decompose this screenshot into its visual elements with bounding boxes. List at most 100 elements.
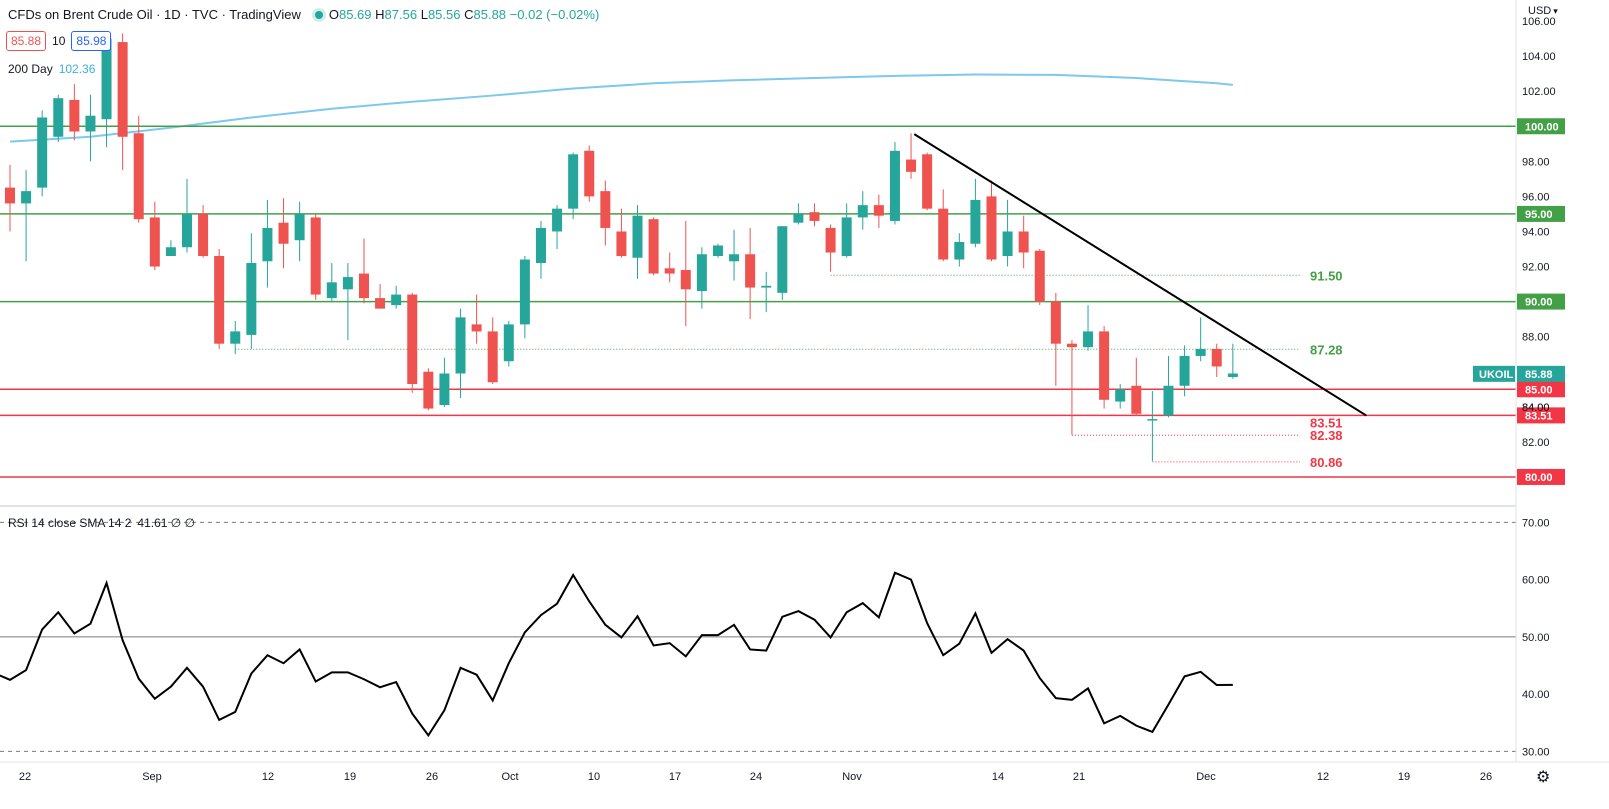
candle-8 <box>133 115 144 223</box>
candle-body <box>954 241 965 260</box>
ma-label: 200 Day <box>8 62 53 76</box>
candle-body <box>165 247 176 257</box>
candle-60 <box>970 178 981 248</box>
rsi-legend[interactable]: RSI 14 close SMA 14 2 41.61 ∅ ∅ <box>8 516 195 530</box>
time-tick-label: 14 <box>992 771 1004 783</box>
candle-body <box>664 268 675 274</box>
symbol-tag: UKOIL <box>1479 369 1514 381</box>
candle-61 <box>986 180 997 262</box>
candle-73 <box>1179 345 1190 397</box>
candle-32 <box>519 256 530 339</box>
level-badge-80.00-bg <box>1517 468 1565 485</box>
time-tick-label: 21 <box>1073 771 1085 783</box>
candle-body <box>761 285 772 288</box>
candle-69 <box>1115 384 1126 409</box>
candle-48 <box>777 226 788 300</box>
candle-body <box>85 115 96 132</box>
candle-body <box>439 373 450 406</box>
time-tick-label: Nov <box>842 771 862 783</box>
candle-50 <box>809 203 820 227</box>
candle-body <box>648 219 659 274</box>
price-tick-label: 102.00 <box>1522 86 1556 98</box>
candle-body <box>745 254 756 288</box>
time-tick-label: 24 <box>750 771 762 783</box>
candle-body <box>1195 348 1206 356</box>
level-badge-100.00-bg <box>1517 118 1565 135</box>
ma-legend[interactable]: 200 Day 102.36 <box>8 62 95 76</box>
candle-body <box>986 196 997 260</box>
candle-36 <box>584 145 595 202</box>
candle-body <box>230 331 241 344</box>
rsi-tick-label: 40.00 <box>1522 689 1550 701</box>
ma-200-line <box>9 73 1233 143</box>
candle-17 <box>278 198 289 269</box>
rsi-line <box>0 571 1233 738</box>
price-axis[interactable]: 106.00 104.00 102.00 100.00 98.00 96.00 94.00 9… <box>0 0 1609 763</box>
candle-body <box>375 298 386 309</box>
candle-49 <box>793 203 804 225</box>
level-text-80.86: 80.86 <box>1310 455 1343 470</box>
candle-body <box>1066 343 1077 348</box>
level-badge-90.00-bg <box>1517 293 1565 310</box>
price-tick-label: 94.00 <box>1522 226 1550 238</box>
time-tick-label: 12 <box>1317 771 1329 783</box>
candle-body <box>1147 419 1158 421</box>
candle-body <box>696 254 707 292</box>
candle-body <box>117 42 128 137</box>
rsi-pane[interactable] <box>0 521 1516 752</box>
sell-price-box[interactable]: 85.88 <box>6 31 47 51</box>
candle-16 <box>262 199 273 288</box>
time-tick-label: 17 <box>669 771 681 783</box>
buy-price-box[interactable]: 85.98 <box>71 31 112 51</box>
candle-51 <box>825 224 836 272</box>
candle-body <box>487 331 498 383</box>
candle-body <box>552 208 563 232</box>
level-text-87.28: 87.28 <box>1310 342 1343 357</box>
candle-body <box>712 245 723 257</box>
candle-71 <box>1147 391 1158 462</box>
gear-icon[interactable]: ⚙ <box>1536 769 1551 786</box>
candle-68 <box>1099 326 1110 409</box>
candle-1 <box>21 170 32 262</box>
candle-26 <box>423 368 434 411</box>
candle-body <box>1179 355 1190 386</box>
candle-body <box>568 154 579 209</box>
price-pane[interactable]: 91.50 87.28 82.38 80.86 83.51 <box>0 33 1516 478</box>
candle-body <box>294 213 305 241</box>
rsi-tick-label: 50.00 <box>1522 632 1550 644</box>
candle-body <box>729 254 740 262</box>
trend-line <box>913 133 1367 417</box>
candle-31 <box>503 320 514 367</box>
time-tick-label: 26 <box>426 771 438 783</box>
candle-54 <box>873 194 884 228</box>
time-tick-label: Dec <box>1196 771 1216 783</box>
candle-75 <box>1211 343 1222 377</box>
candle-13 <box>214 248 225 349</box>
candle-55 <box>889 142 900 225</box>
candle-59 <box>954 233 965 267</box>
candle-65 <box>1050 292 1061 386</box>
price-tick-label: 98.00 <box>1522 156 1550 168</box>
candle-body <box>1018 231 1029 253</box>
candle-46 <box>745 227 756 320</box>
price-tick-label: 84.00 <box>1522 402 1550 414</box>
level-text-extra-83.51: 83.51 <box>1310 415 1343 430</box>
candle-body <box>246 263 257 335</box>
candle-41 <box>664 252 675 283</box>
currency-selector[interactable]: USD ▾ <box>1528 5 1558 17</box>
candle-body <box>1083 331 1094 348</box>
time-tick-label: Oct <box>501 771 518 783</box>
candle-6 <box>101 38 112 148</box>
candle-body <box>262 227 273 262</box>
candle-29 <box>471 294 482 344</box>
candle-body <box>1227 373 1238 377</box>
candle-body <box>1163 385 1174 416</box>
symbol-title[interactable]: CFDs on Brent Crude Oil · 1D · TVC · Tra… <box>8 7 301 22</box>
candle-body <box>1002 231 1013 257</box>
level-badge-85.00-bg <box>1517 381 1565 398</box>
time-axis[interactable]: 22 Sep 12 19 26 Oct 10 17 24 Nov 14 21 Dec 12 19 26 <box>19 771 1492 783</box>
candle-body <box>503 324 514 362</box>
candle-34 <box>552 205 563 249</box>
candle-72 <box>1163 355 1174 418</box>
